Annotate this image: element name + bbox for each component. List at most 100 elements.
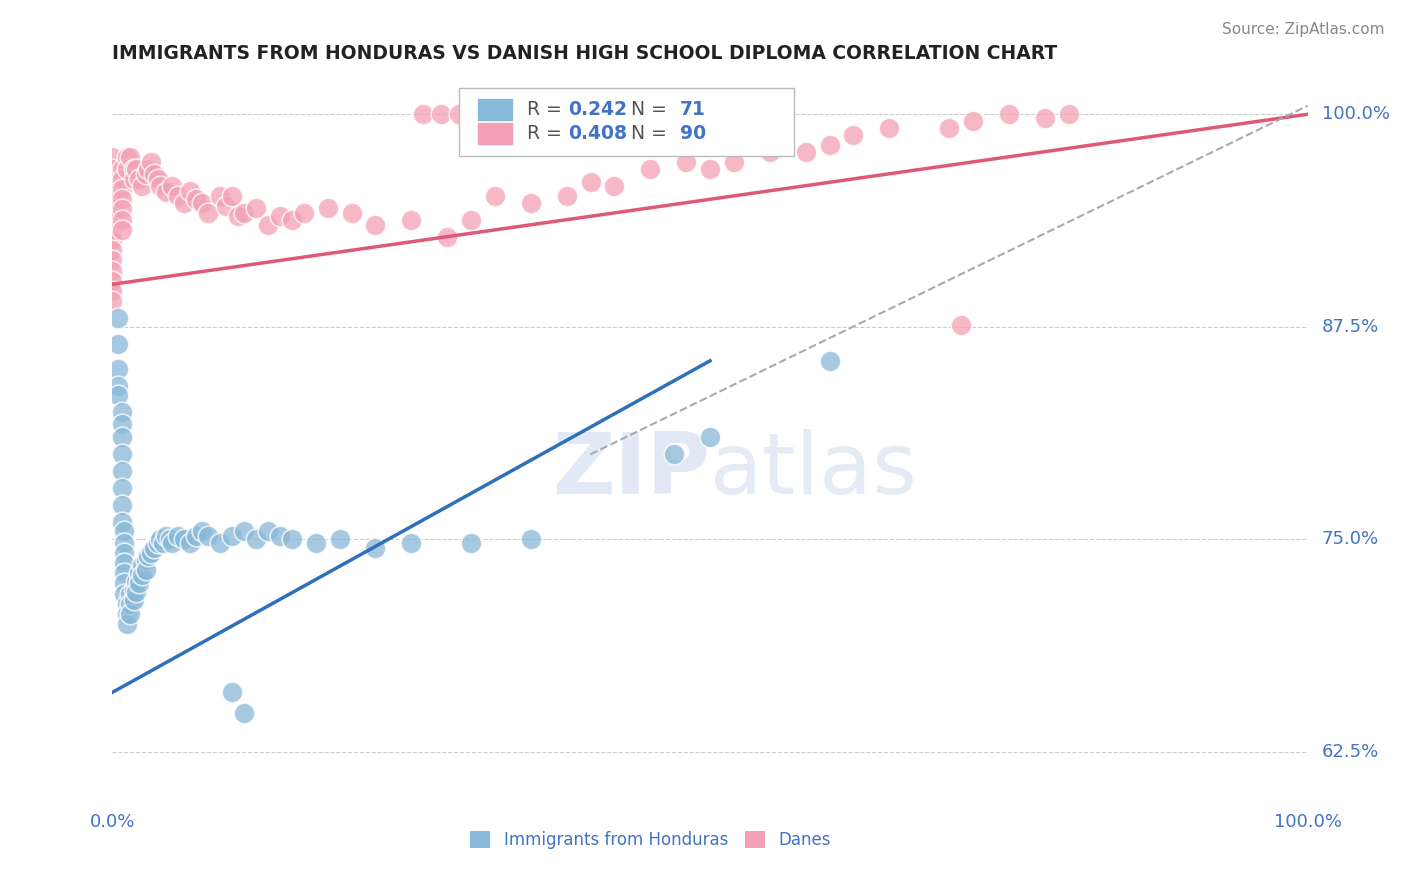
Point (111, 172, 134, 186)
Point (226, 209, 249, 223)
Point (616, 137, 638, 152)
Point (149, 533, 172, 547)
Point (340, 206, 363, 220)
Point (115, 617, 138, 632)
Point (149, 178, 172, 193)
Point (114, 576, 135, 591)
Point (135, 167, 157, 181)
Point (245, 533, 267, 547)
Point (128, 172, 150, 186)
Point (818, 353, 841, 368)
Point (305, 535, 328, 549)
Point (107, 336, 129, 351)
Point (107, 311, 129, 326)
Point (146, 535, 169, 549)
Point (1033, 111, 1056, 125)
Point (101, 263, 124, 277)
Point (167, 189, 190, 203)
Point (197, 529, 219, 543)
Point (842, 128, 865, 142)
Point (197, 206, 219, 220)
Point (111, 464, 134, 478)
Point (998, 107, 1021, 121)
Point (233, 706, 256, 720)
Point (603, 178, 626, 193)
Point (101, 161, 124, 176)
Legend: Immigrants from Honduras, Danes: Immigrants from Honduras, Danes (464, 824, 837, 856)
Point (114, 587, 135, 601)
Text: R =: R = (527, 124, 568, 144)
Point (699, 430, 721, 444)
Point (111, 223, 134, 237)
Point (699, 107, 721, 121)
Point (101, 182, 124, 196)
Point (128, 566, 150, 581)
Point (115, 150, 138, 164)
Text: N =: N = (619, 124, 672, 144)
Point (120, 597, 142, 611)
Point (364, 541, 387, 555)
Point (879, 120, 901, 135)
Point (186, 529, 208, 543)
Point (938, 120, 960, 135)
Text: R =: R = (527, 101, 568, 120)
Point (191, 195, 214, 210)
Point (101, 202, 124, 217)
Point (115, 597, 138, 611)
Point (107, 362, 129, 376)
Point (135, 552, 157, 566)
Point (120, 150, 142, 164)
Point (101, 150, 124, 164)
Point (114, 524, 135, 538)
Point (221, 189, 243, 203)
Point (111, 212, 134, 227)
Point (111, 516, 134, 530)
Point (520, 195, 543, 210)
Text: 0.242: 0.242 (568, 101, 627, 120)
Text: ZIP: ZIP (553, 429, 710, 512)
Point (131, 568, 153, 582)
Point (131, 558, 153, 572)
Point (447, 107, 470, 121)
Point (173, 195, 195, 210)
Point (555, 189, 578, 203)
Point (125, 574, 148, 589)
Point (107, 388, 129, 402)
Point (162, 178, 183, 193)
Point (699, 161, 721, 176)
Point (640, 161, 662, 176)
Point (159, 533, 181, 547)
Point (460, 212, 482, 227)
Point (139, 154, 162, 169)
Point (138, 161, 160, 176)
Text: 75.0%: 75.0% (1322, 530, 1379, 549)
Point (579, 175, 602, 189)
Point (221, 529, 243, 543)
Point (364, 218, 387, 232)
Point (179, 184, 201, 198)
Point (316, 201, 339, 215)
Point (215, 199, 238, 213)
Point (122, 583, 145, 598)
Point (794, 145, 817, 159)
Point (101, 284, 124, 298)
Point (114, 566, 135, 581)
Point (135, 563, 157, 577)
Point (484, 189, 506, 203)
Point (430, 107, 453, 121)
Point (759, 145, 782, 159)
Point (101, 244, 124, 258)
Point (233, 206, 256, 220)
Point (114, 546, 135, 560)
Point (122, 593, 145, 607)
Point (269, 209, 291, 223)
Point (138, 549, 160, 564)
Text: 90: 90 (679, 124, 706, 144)
Point (111, 447, 134, 461)
Point (155, 529, 177, 543)
Point (143, 167, 166, 181)
Point (143, 541, 166, 555)
Point (111, 481, 134, 495)
Point (122, 172, 145, 186)
Point (120, 607, 142, 621)
